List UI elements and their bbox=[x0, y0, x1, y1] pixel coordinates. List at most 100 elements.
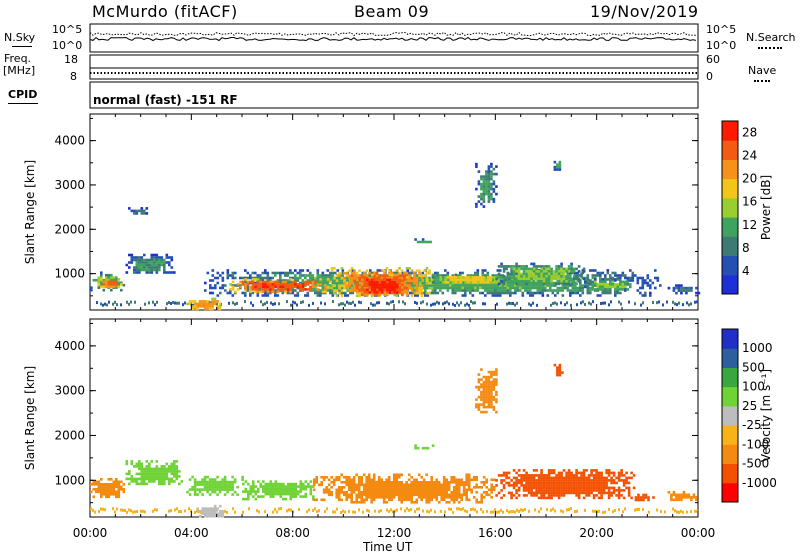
range-cell bbox=[525, 489, 528, 492]
range-cell bbox=[480, 395, 483, 399]
range-cell bbox=[590, 471, 593, 475]
range-cell bbox=[344, 294, 347, 297]
range-cell bbox=[216, 488, 219, 491]
range-cell bbox=[353, 279, 356, 283]
range-cell bbox=[565, 486, 568, 490]
range-cell bbox=[376, 293, 379, 297]
range-cell bbox=[173, 460, 176, 463]
range-cell bbox=[150, 475, 154, 478]
range-cell bbox=[585, 481, 588, 485]
scatter-cell bbox=[404, 509, 406, 513]
range-cell bbox=[208, 480, 212, 484]
range-cell bbox=[145, 263, 149, 267]
range-cell bbox=[406, 276, 409, 279]
range-cell bbox=[188, 300, 192, 303]
range-cell bbox=[504, 276, 508, 279]
range-cell bbox=[392, 481, 396, 484]
range-cell bbox=[330, 267, 334, 270]
range-cell bbox=[231, 493, 234, 496]
range-cell bbox=[496, 284, 500, 287]
range-cell bbox=[269, 495, 273, 498]
range-cell bbox=[306, 279, 310, 282]
range-cell bbox=[482, 180, 486, 183]
range-cell bbox=[105, 493, 108, 496]
range-cell bbox=[319, 281, 322, 285]
range-cell bbox=[614, 271, 617, 275]
range-cell bbox=[536, 286, 540, 290]
range-cell bbox=[366, 293, 369, 297]
range-cell bbox=[105, 280, 108, 284]
range-cell bbox=[525, 270, 528, 273]
range-cell bbox=[600, 491, 603, 495]
range-cell bbox=[331, 274, 335, 277]
range-cell bbox=[477, 380, 481, 384]
range-cell bbox=[675, 286, 678, 290]
range-cell bbox=[335, 274, 339, 278]
nave-tick-bottom: 0 bbox=[706, 70, 713, 83]
range-cell bbox=[289, 487, 293, 491]
range-cell bbox=[236, 485, 239, 489]
range-cell bbox=[363, 291, 367, 294]
range-cell bbox=[350, 287, 354, 290]
range-cell bbox=[644, 291, 647, 295]
range-cell bbox=[569, 294, 572, 297]
range-cell bbox=[216, 300, 219, 303]
range-cell bbox=[457, 501, 461, 504]
range-cell bbox=[485, 185, 488, 188]
range-cell bbox=[153, 263, 156, 267]
range-cell bbox=[163, 271, 166, 274]
range-cell bbox=[414, 446, 417, 450]
range-cell bbox=[620, 494, 623, 497]
range-cell bbox=[512, 277, 516, 281]
range-cell bbox=[279, 283, 282, 286]
range-cell bbox=[487, 385, 491, 389]
range-cell bbox=[467, 498, 471, 502]
range-cell bbox=[584, 285, 587, 289]
range-cell bbox=[549, 289, 552, 292]
range-cell bbox=[246, 276, 250, 280]
range-cell bbox=[522, 479, 526, 482]
range-cell bbox=[271, 276, 275, 280]
range-cell bbox=[287, 492, 290, 496]
scatter-cell bbox=[380, 509, 382, 513]
range-cell bbox=[221, 478, 224, 481]
range-cell bbox=[112, 493, 116, 496]
range-cell bbox=[556, 286, 560, 290]
colorbar-segment bbox=[722, 178, 738, 199]
scatter-cell bbox=[690, 302, 692, 306]
range-cell bbox=[97, 480, 101, 484]
range-cell bbox=[324, 274, 327, 277]
range-cell bbox=[360, 277, 364, 280]
range-cell bbox=[358, 286, 362, 289]
range-cell bbox=[158, 480, 161, 483]
range-cell bbox=[425, 496, 428, 499]
range-cell bbox=[244, 278, 247, 281]
range-cell bbox=[306, 274, 310, 277]
range-cell bbox=[410, 476, 413, 479]
range-cell bbox=[567, 481, 571, 485]
range-cell bbox=[420, 289, 424, 293]
range-cell bbox=[680, 498, 683, 502]
range-cell bbox=[562, 486, 566, 490]
range-cell bbox=[515, 484, 518, 487]
range-cell bbox=[226, 480, 229, 484]
colorbar-segment bbox=[722, 463, 738, 484]
range-cell bbox=[312, 483, 316, 487]
range-cell bbox=[216, 507, 219, 510]
range-cell bbox=[545, 265, 548, 268]
range-cell bbox=[377, 481, 381, 484]
range-cell bbox=[545, 476, 548, 480]
range-cell bbox=[332, 481, 336, 484]
range-cell bbox=[606, 283, 610, 286]
range-cell bbox=[396, 288, 399, 292]
scatter-cell bbox=[566, 508, 568, 512]
range-cell bbox=[646, 284, 650, 287]
range-cell bbox=[439, 289, 442, 292]
range-cell bbox=[495, 370, 498, 374]
range-cell bbox=[110, 488, 113, 491]
range-cell bbox=[475, 405, 478, 409]
range-cell bbox=[480, 182, 483, 186]
range-cell bbox=[375, 488, 378, 492]
range-cell bbox=[571, 289, 575, 292]
